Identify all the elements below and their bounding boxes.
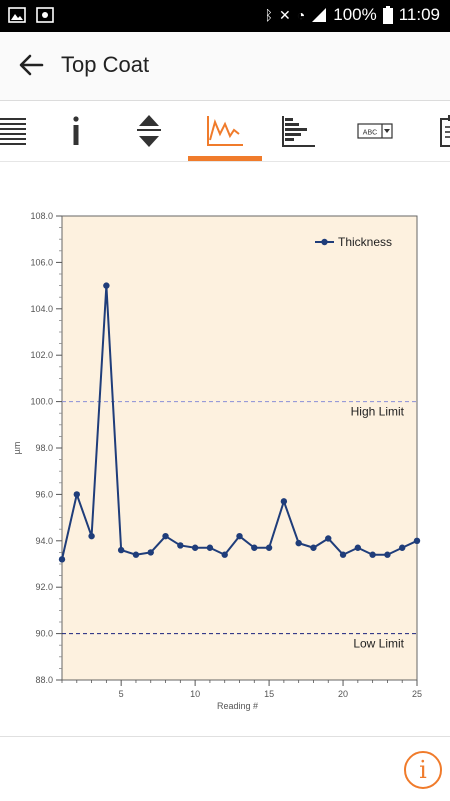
y-tick-label: 94.0 bbox=[35, 536, 53, 546]
y-tick-label: 102.0 bbox=[30, 350, 53, 360]
clock: 11:09 bbox=[398, 5, 440, 24]
y-axis-label: µm bbox=[12, 442, 22, 455]
tab-notes[interactable] bbox=[423, 101, 450, 161]
tab-histogram[interactable] bbox=[269, 101, 329, 161]
back-arrow-icon[interactable] bbox=[16, 50, 46, 80]
y-tick-label: 92.0 bbox=[35, 582, 53, 592]
data-point bbox=[177, 542, 184, 549]
tab-sort[interactable] bbox=[119, 101, 179, 161]
data-point bbox=[369, 551, 376, 558]
data-point bbox=[251, 544, 258, 551]
data-point bbox=[132, 551, 140, 558]
thickness-line-chart[interactable]: 88.0 90.0 92.0 94.0 96.0 98.0 100.0 102.0 104.0 1… bbox=[0, 162, 450, 736]
x-tick-label: 20 bbox=[338, 689, 348, 699]
list-lines-icon bbox=[0, 118, 26, 145]
series-group bbox=[58, 282, 421, 563]
data-point bbox=[73, 491, 80, 498]
data-point bbox=[325, 535, 332, 542]
signal-icon bbox=[312, 8, 327, 22]
active-tab-indicator bbox=[188, 156, 262, 161]
screenshot-icon bbox=[36, 7, 54, 23]
limit-label: High Limit bbox=[351, 405, 405, 419]
y-tick-label: 88.0 bbox=[35, 675, 53, 685]
app-bar: Top Coat bbox=[0, 32, 450, 101]
tab-chart[interactable] bbox=[195, 101, 255, 161]
gallery-icon bbox=[8, 7, 26, 23]
tab-abc[interactable]: ABC bbox=[345, 101, 405, 161]
x-tick-label: 15 bbox=[264, 689, 274, 699]
dropdown-abc-icon: ABC bbox=[357, 123, 393, 139]
y-tick-label: 90.0 bbox=[35, 629, 53, 639]
x-axis-label: Reading # bbox=[217, 701, 258, 711]
x-tick-label: 25 bbox=[412, 689, 422, 699]
info-button[interactable]: i bbox=[404, 751, 442, 789]
chart-area: 88.0 90.0 92.0 94.0 96.0 98.0 100.0 102.0 104.0 1… bbox=[0, 162, 450, 736]
plot-background bbox=[61, 215, 418, 681]
data-point bbox=[354, 544, 362, 551]
abc-label: ABC bbox=[363, 130, 377, 137]
data-point bbox=[103, 282, 110, 289]
tab-list[interactable] bbox=[0, 101, 38, 161]
bluetooth-icon: ᛒ bbox=[264, 7, 274, 23]
battery-level: 100% bbox=[333, 5, 377, 24]
data-point bbox=[384, 551, 391, 558]
x-tick-label: 5 bbox=[119, 689, 124, 699]
status-bar: ᛒ ✕ ◔ 100% 11:09 bbox=[0, 0, 450, 32]
data-point bbox=[295, 539, 302, 547]
data-point bbox=[117, 546, 125, 554]
legend: Thickness bbox=[315, 235, 392, 249]
data-point bbox=[206, 544, 214, 551]
data-point bbox=[147, 549, 154, 556]
data-point bbox=[280, 498, 288, 505]
clipboard-icon bbox=[440, 115, 450, 147]
info-icon bbox=[73, 116, 79, 145]
y-tick-label: 104.0 bbox=[30, 304, 53, 314]
data-point bbox=[413, 537, 421, 544]
y-tick-label: 98.0 bbox=[35, 443, 53, 453]
data-point bbox=[221, 551, 228, 558]
limit-label: Low Limit bbox=[353, 637, 404, 651]
mute-icon: ✕ bbox=[279, 6, 291, 23]
data-point bbox=[88, 532, 95, 540]
limit-lines: High Limit Low Limit bbox=[62, 401, 417, 651]
y-tick-label: 108.0 bbox=[30, 211, 53, 221]
x-axis: 5 10 15 20 25 bbox=[61, 680, 422, 699]
y-tick-label: 96.0 bbox=[35, 489, 53, 499]
data-point bbox=[58, 556, 66, 563]
data-point bbox=[339, 551, 347, 558]
tab-info[interactable] bbox=[46, 101, 106, 161]
bottom-bar: i bbox=[0, 736, 450, 801]
x-tick-label: 10 bbox=[190, 689, 200, 699]
battery-icon bbox=[382, 6, 393, 24]
data-point bbox=[265, 544, 273, 551]
data-point bbox=[310, 544, 317, 551]
tab-bar: ABC bbox=[0, 101, 450, 162]
wifi-icon: ◔ bbox=[296, 7, 306, 23]
legend-entry: Thickness bbox=[338, 235, 392, 249]
y-tick-label: 106.0 bbox=[30, 257, 53, 267]
up-down-arrows-icon bbox=[137, 115, 161, 147]
data-point bbox=[162, 532, 169, 540]
data-point bbox=[191, 544, 199, 551]
histogram-icon bbox=[282, 116, 315, 147]
data-point bbox=[399, 544, 406, 551]
y-axis: 88.0 90.0 92.0 94.0 96.0 98.0 100.0 102.0 104.0 1… bbox=[30, 211, 62, 685]
y-tick-label: 100.0 bbox=[30, 397, 53, 407]
data-point bbox=[236, 532, 243, 540]
page-title: Top Coat bbox=[61, 52, 150, 77]
legend-swatch-marker bbox=[321, 238, 328, 246]
line-chart-icon bbox=[207, 116, 243, 146]
